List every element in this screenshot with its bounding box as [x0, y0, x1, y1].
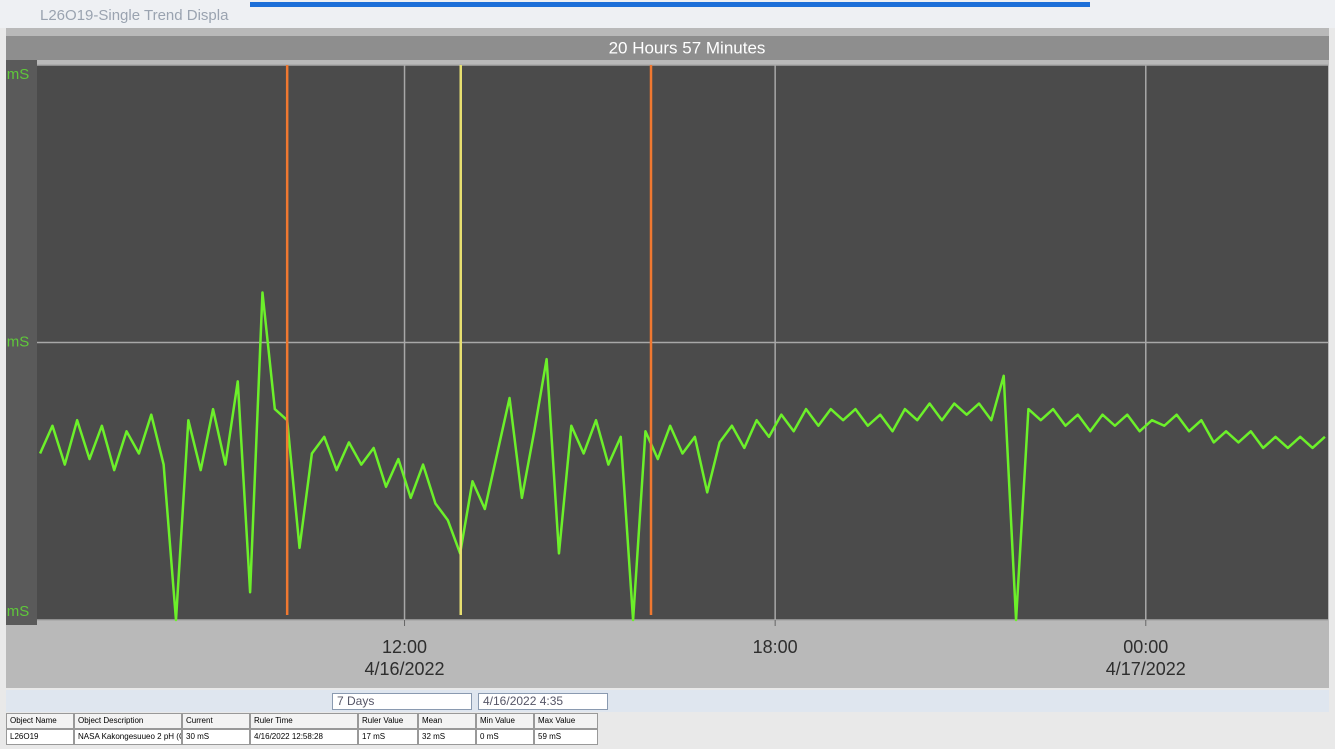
table-cell: 17 mS: [358, 729, 418, 745]
y-tick-label: mS: [7, 333, 30, 350]
column-header: Max Value: [534, 713, 598, 729]
table-cell: 0 mS: [476, 729, 534, 745]
toolbar: 7 Days 4/16/2022 4:35: [6, 690, 1329, 712]
table-cell: 30 mS: [182, 729, 250, 745]
y-tick-label: mS: [7, 603, 30, 620]
table-cell: 4/16/2022 12:58:28: [250, 729, 358, 745]
table-cell: 32 mS: [418, 729, 476, 745]
column-header: Current: [182, 713, 250, 729]
y-tick-label: mS: [7, 66, 30, 83]
table-cell: NASA Kakongesuueo 2 pH (Q1:1): [74, 729, 182, 745]
column-header: Ruler Time: [250, 713, 358, 729]
column-header: Object Description: [74, 713, 182, 729]
page: L26O19-Single Trend Displa 20 Hours 57 M…: [0, 0, 1335, 749]
trend-window: L26O19-Single Trend Displa 20 Hours 57 M…: [0, 0, 1335, 690]
column-header: Mean: [418, 713, 476, 729]
window-title: L26O19-Single Trend Displa: [40, 7, 229, 24]
range-select[interactable]: 7 Days: [332, 693, 472, 710]
title-accent: [250, 2, 1090, 7]
table-cell: L26O19: [6, 729, 74, 745]
column-header: Ruler Value: [358, 713, 418, 729]
x-tick-label: 00:00 4/17/2022: [1066, 636, 1226, 680]
x-tick-label: 12:00 4/16/2022: [325, 636, 485, 680]
chart-title: 20 Hours 57 Minutes: [609, 38, 766, 57]
start-time[interactable]: 4/16/2022 4:35: [478, 693, 608, 710]
x-tick-label: 18:00: [695, 636, 855, 658]
column-header: Object Name: [6, 713, 74, 729]
column-header: Min Value: [476, 713, 534, 729]
table-cell: 59 mS: [534, 729, 598, 745]
